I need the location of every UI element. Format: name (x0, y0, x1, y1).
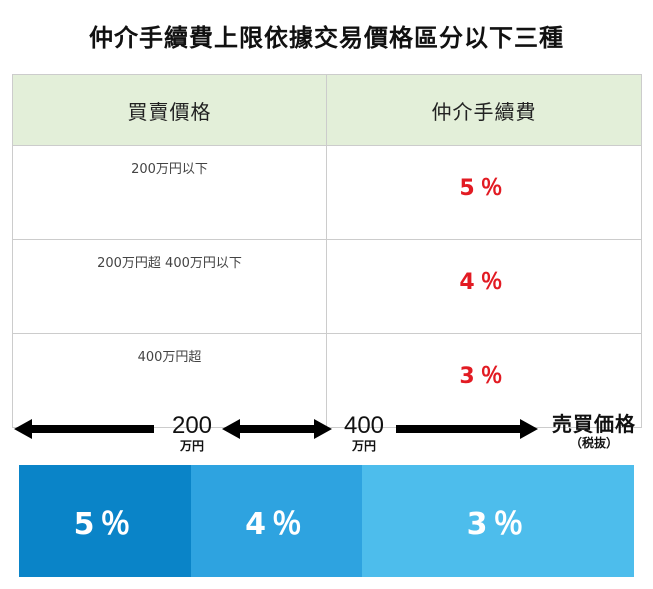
table-row: 200万円超 400万円以下 4％ (12, 239, 642, 334)
price-range-cell: 200万円以下 (12, 145, 327, 240)
fee-table: 買賣價格 仲介手續費 200万円以下 5％ 200万円超 400万円以下 4％ … (12, 74, 642, 428)
axis-label: 売買価格 （税抜） (552, 412, 636, 450)
header-fee: 仲介手續費 (326, 74, 642, 146)
price-range-cell: 200万円超 400万円以下 (12, 239, 327, 334)
axis-title: 売買価格 (552, 412, 636, 436)
tick-unit: 万円 (351, 439, 376, 453)
segment-5-percent: 5％ (19, 465, 191, 577)
page-title: 仲介手續費上限依據交易價格區分以下三種 (89, 24, 564, 52)
table-row: 200万円以下 5％ (12, 145, 642, 240)
fee-bar: 5％ 4％ 3％ (19, 465, 634, 577)
tick-400: 400 万円 (334, 412, 394, 454)
fee-range-diagram: 200 万円 400 万円 売買価格 （税抜） 5％ 4％ 3％ (12, 405, 642, 585)
segment-4-percent: 4％ (191, 465, 362, 577)
fee-rate-cell: 4％ (326, 239, 642, 334)
tick-unit: 万円 (179, 439, 204, 453)
tick-value: 400 (343, 412, 385, 439)
price-range-cell: 400万円超 (12, 333, 327, 428)
segment-3-percent: 3％ (362, 465, 634, 577)
axis-sublabel: （税抜） (569, 436, 618, 450)
double-arrow-icon (222, 419, 332, 439)
table-row: 400万円超 3％ (12, 333, 642, 428)
fee-rate-cell: 3％ (326, 333, 642, 428)
range-arrows (14, 419, 538, 439)
fee-rate-cell: 5％ (326, 145, 642, 240)
right-arrow-icon (396, 419, 538, 439)
tick-200: 200 万円 (162, 412, 222, 454)
tick-value: 200 (171, 412, 213, 439)
header-price: 買賣價格 (12, 74, 327, 146)
double-arrow-icon (14, 419, 154, 439)
table-header-row: 買賣價格 仲介手續費 (12, 74, 642, 146)
